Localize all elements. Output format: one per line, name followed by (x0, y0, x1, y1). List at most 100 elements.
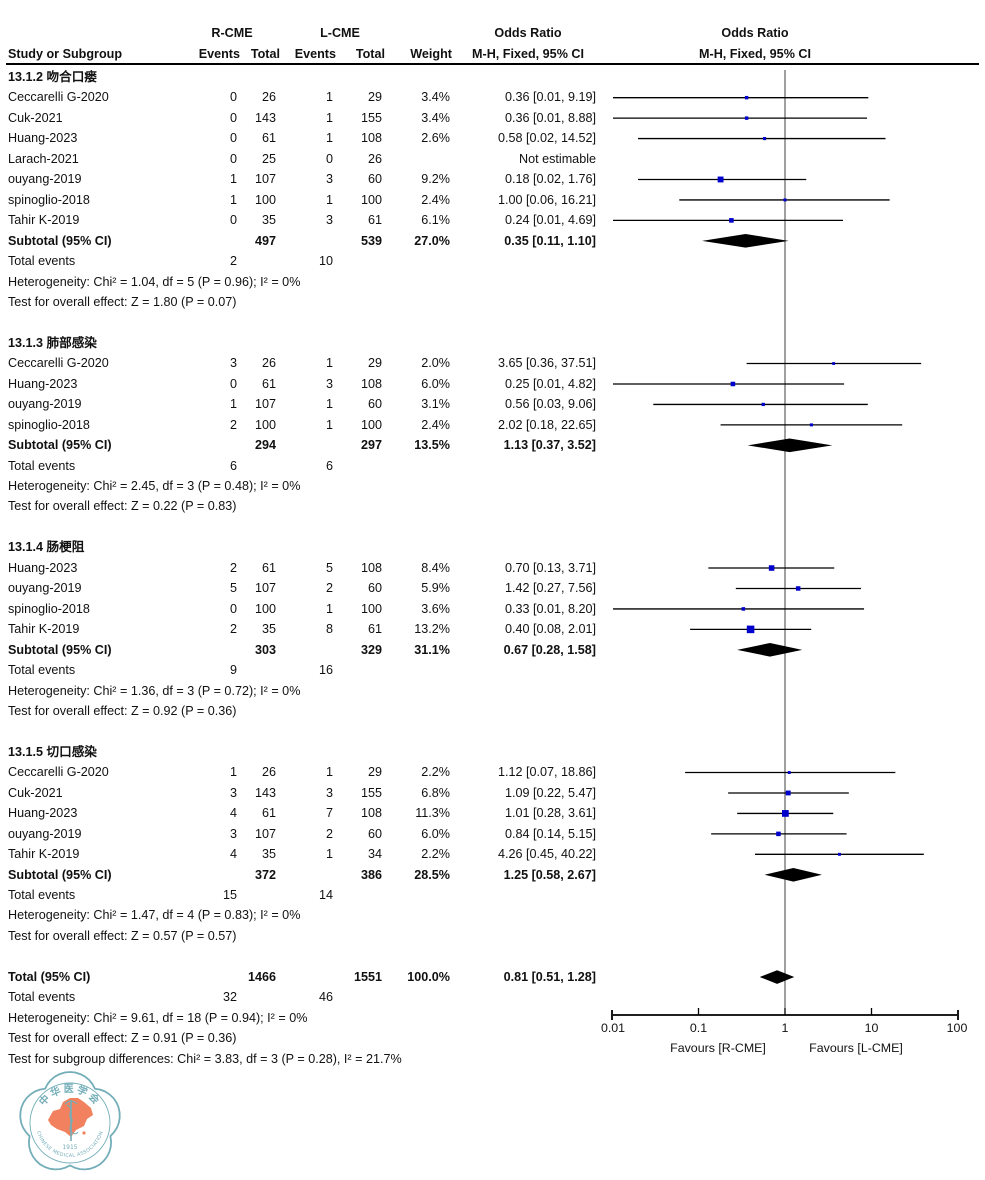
table-row: Test for overall effect: Z = 1.80 (P = 0… (0, 292, 985, 312)
table-row: Total events 9 16 (0, 660, 985, 680)
study-name: spinoglio-2018 (8, 192, 90, 207)
weight-value: 13.2% (414, 622, 450, 637)
total-r-value: 35 (261, 213, 276, 228)
total-l-value: 26 (367, 151, 382, 166)
events-r-value: 0 (229, 213, 237, 228)
table-row: ouyang-2019 5 107 2 60 5.9% 1.42 [0.27, 7.56] (0, 578, 985, 598)
axis-tick-label: 0.1 (689, 1021, 708, 1035)
total-l-value: 155 (360, 110, 382, 125)
total-l-value: 29 (367, 765, 382, 780)
events-r-value: 3 (229, 826, 237, 841)
subgroup-label: 13.1.3 肺部感染 (8, 335, 97, 350)
total-r-value: 107 (254, 826, 276, 841)
or-ci-text: 0.36 [0.01, 9.19] (504, 90, 596, 105)
total-r-value: 100 (254, 417, 276, 432)
weight-value: 2.4% (421, 417, 450, 432)
odds-ratio-header-plot-col: Odds Ratio (721, 26, 789, 40)
total-r-value: 26 (261, 90, 276, 105)
study-name: ouyang-2019 (8, 172, 82, 187)
logo-taiwan-dot (82, 1131, 86, 1135)
or-ci-text: 1.01 [0.28, 3.61] (504, 806, 596, 821)
events-r-value: 2 (229, 417, 237, 432)
total-l-value: 61 (367, 622, 382, 637)
study-name: Ceccarelli G-2020 (8, 765, 109, 780)
total-r-value: 372 (254, 867, 276, 882)
column-header-events-l: Events (294, 47, 336, 61)
events-r-value: 2 (229, 622, 237, 637)
table-row: Test for overall effect: Z = 0.91 (P = 0… (0, 1028, 985, 1048)
total-r-value: 61 (261, 376, 276, 391)
table-row: Heterogeneity: Chi² = 1.36, df = 3 (P = … (0, 681, 985, 701)
or-ci-text: 4.26 [0.45, 40.22] (497, 847, 596, 862)
or-ci-text: 1.25 [0.58, 2.67] (503, 867, 596, 882)
events-r-value: 15 (222, 888, 237, 902)
total-l-value: 386 (360, 867, 382, 882)
study-name: Cuk-2021 (8, 110, 63, 125)
column-header-total-r: Total (250, 47, 280, 61)
or-ci-text: 0.36 [0.01, 8.88] (504, 110, 596, 125)
events-l-value: 1 (325, 397, 333, 412)
study-name: Larach-2021 (8, 151, 79, 166)
study-name: Tahir K-2019 (8, 213, 80, 228)
table-row: Ceccarelli G-2020 0 26 1 29 3.4% 0.36 [0.01, 9… (0, 87, 985, 107)
events-r-value: 4 (229, 847, 237, 862)
events-r-value: 6 (229, 458, 237, 473)
total-events-label: Total events (8, 254, 76, 269)
events-l-value: 16 (318, 663, 333, 678)
study-name: Tahir K-2019 (8, 622, 80, 637)
events-r-value: 1 (229, 765, 237, 780)
or-ci-text: 0.40 [0.08, 2.01] (504, 622, 596, 637)
study-name: Huang-2023 (8, 131, 78, 146)
events-r-value: 3 (229, 785, 237, 800)
total-r-value: 107 (254, 397, 276, 412)
events-l-value: 1 (325, 847, 333, 862)
total-l-value: 34 (367, 847, 382, 862)
events-l-value: 1 (325, 131, 333, 146)
events-l-value: 7 (325, 806, 333, 821)
study-name: Cuk-2021 (8, 785, 63, 800)
total-events-label: Total events (8, 888, 76, 902)
column-header-study: Study or Subgroup (8, 47, 123, 61)
events-r-value: 0 (229, 131, 237, 146)
events-r-value: 0 (229, 376, 237, 391)
or-ci-text: 0.18 [0.02, 1.76] (504, 172, 596, 187)
total-r-value: 35 (261, 847, 276, 862)
total-r-value: 100 (254, 601, 276, 616)
weight-value: 3.6% (421, 601, 450, 616)
or-ci-text: 1.09 [0.22, 5.47] (504, 785, 596, 800)
events-l-value: 2 (325, 826, 333, 841)
logo-inner-ring (29, 1082, 111, 1164)
table-row: spinoglio-2018 1 100 1 100 2.4% 1.00 [0.06, 16… (0, 190, 985, 210)
events-l-value: 10 (318, 254, 333, 269)
events-r-value: 1 (229, 192, 237, 207)
events-l-value: 8 (325, 622, 333, 637)
weight-value: 100.0% (407, 969, 450, 984)
events-r-value: 32 (222, 990, 237, 1005)
total-r-value: 497 (254, 233, 276, 248)
total-l-value: 60 (367, 172, 382, 187)
total-l-value: 100 (360, 417, 382, 432)
events-r-value: 0 (229, 90, 237, 105)
table-row: Test for overall effect: Z = 0.22 (P = 0… (0, 496, 985, 516)
events-l-value: 0 (325, 151, 333, 166)
table-row: Huang-2023 0 61 1 108 2.6% 0.58 [0.02, 14.52] (0, 128, 985, 148)
total-r-value: 35 (261, 622, 276, 637)
table-row: Subtotal (95% CI) 497 539 27.0% 0.35 [0.11, … (0, 231, 985, 251)
overall-effect-text: Test for overall effect: Z = 1.80 (P = 0… (8, 294, 237, 309)
events-l-value: 1 (325, 110, 333, 125)
total-l-value: 297 (360, 438, 382, 453)
logo-snake (66, 1104, 79, 1135)
table-row: Tahir K-2019 0 35 3 61 6.1% 0.24 [0.01, 4.69] (0, 210, 985, 230)
overall-effect-text: Test for overall effect: Z = 0.92 (P = 0… (8, 703, 237, 718)
events-l-value: 3 (325, 213, 333, 228)
total-l-value: 60 (367, 397, 382, 412)
table-row: Test for overall effect: Z = 0.57 (P = 0… (0, 926, 985, 946)
total-l-value: 61 (367, 213, 382, 228)
subgroup-differences-text: Test for subgroup differences: Chi² = 3.… (8, 1051, 402, 1066)
events-r-value: 0 (229, 601, 237, 616)
events-l-value: 3 (325, 785, 333, 800)
column-header-mh-plot: M-H, Fixed, 95% CI (699, 47, 811, 61)
total-l-value: 539 (360, 233, 382, 248)
